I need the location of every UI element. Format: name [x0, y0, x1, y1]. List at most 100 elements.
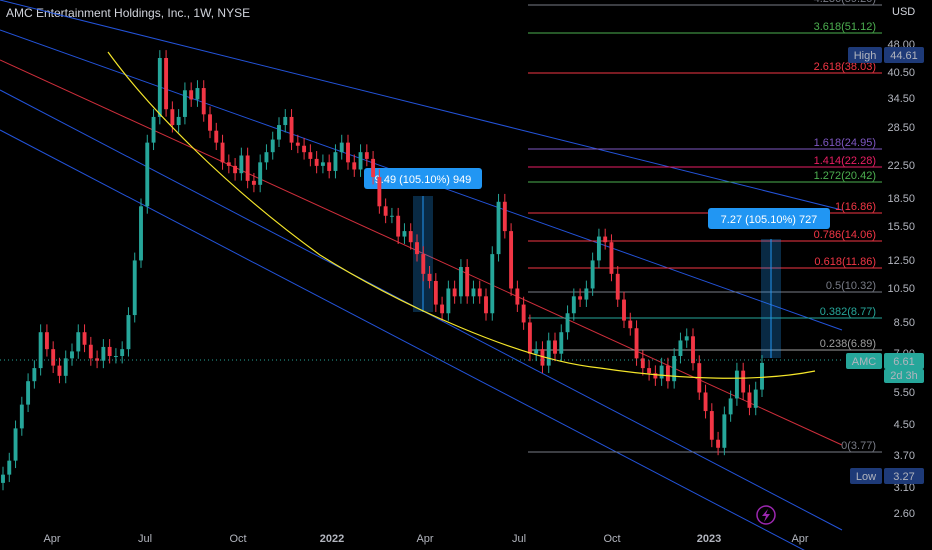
fib-label: 0.5(10.32) [826, 280, 876, 292]
candle-body [578, 296, 583, 300]
candle-body [126, 315, 131, 350]
candle-body [327, 162, 332, 171]
candle [402, 223, 407, 244]
last-tag-countdown: 2d 3h [890, 370, 918, 382]
candle-body [678, 340, 683, 357]
candle [7, 452, 12, 483]
fib-label: 3.618(51.12) [814, 21, 876, 33]
candle-body [402, 231, 407, 237]
candle [458, 259, 463, 304]
high-tag-label: High [854, 50, 877, 62]
price-tick-label: 5.50 [894, 387, 915, 399]
candle-body [665, 365, 670, 382]
candle [333, 144, 338, 179]
candle [346, 134, 350, 170]
candle [51, 341, 56, 374]
candle [126, 307, 131, 357]
candle-body [51, 349, 56, 366]
candle-body [214, 130, 219, 143]
price-axis[interactable]: 48.0040.5034.5028.5022.5018.5015.5012.50… [887, 39, 915, 520]
candle [258, 154, 263, 193]
fib-label: 0.786(14.06) [814, 229, 876, 241]
fib-label: 2.618(38.03) [814, 61, 876, 73]
candle-body [1, 474, 5, 483]
candle-body [371, 158, 376, 177]
candle-body [170, 109, 175, 126]
candle-body [515, 288, 520, 305]
candle-body [302, 145, 307, 153]
candle [622, 291, 626, 328]
fib-label: 4.236(59.20) [814, 0, 876, 5]
candle-body [95, 358, 100, 361]
lightning-icon[interactable] [756, 505, 776, 525]
candle [665, 357, 670, 389]
time-tick-label: Apr [416, 533, 433, 545]
candle-body [565, 313, 570, 333]
candle [220, 134, 225, 170]
candle [734, 362, 739, 406]
candle-body [157, 57, 162, 117]
candle [628, 312, 633, 336]
candle [465, 259, 470, 304]
candle [289, 109, 294, 151]
candle-body [358, 152, 363, 170]
time-axis[interactable]: Apr Jul Oct 2022 Apr Jul Oct 2023 Apr [43, 533, 808, 545]
candle [515, 280, 520, 312]
candle [88, 336, 93, 366]
candle-body [760, 362, 764, 390]
candle [371, 151, 376, 185]
candle-body [465, 266, 470, 297]
candle-body [747, 392, 752, 408]
last-tag-value-box [884, 353, 924, 369]
candle-body [471, 288, 476, 297]
candle [308, 144, 313, 167]
low-tag-value-box [884, 468, 924, 484]
candle [452, 280, 457, 304]
candle [484, 288, 488, 321]
candle-body [622, 299, 626, 321]
candle [302, 137, 307, 160]
candle-body [270, 139, 275, 153]
candle [471, 280, 476, 304]
candle [32, 360, 37, 389]
candle [233, 158, 238, 181]
candle-body [226, 162, 231, 166]
candle [603, 228, 608, 250]
candle-body [377, 176, 382, 207]
price-tags: High 44.61 Low 3.27 AMC 6.61 2d 3h [846, 47, 924, 484]
candle [264, 144, 269, 170]
candle [396, 207, 401, 244]
candle [728, 390, 733, 422]
candle-body [113, 356, 118, 358]
candle-body [540, 349, 545, 366]
candle-body [421, 254, 426, 274]
candle [139, 198, 143, 268]
candle-body [647, 368, 652, 374]
candle-body [427, 273, 432, 281]
candle-body [741, 370, 746, 393]
candle [389, 207, 394, 224]
price-tick-label: 34.50 [887, 93, 915, 105]
regression-channel [0, 0, 843, 550]
low-tag-label-box [850, 468, 882, 484]
candle [496, 193, 501, 262]
candle [527, 314, 532, 362]
candle-body [220, 142, 225, 163]
candle [709, 403, 714, 448]
candle-body [145, 142, 150, 207]
candle-body [559, 332, 564, 354]
curve-line [107, 51, 816, 379]
candle [584, 280, 589, 307]
candle [176, 109, 181, 133]
candle-body [7, 460, 12, 475]
price-tick-label: 8.50 [894, 317, 915, 329]
candle [82, 324, 87, 353]
candle [383, 198, 388, 224]
fib-label: 0(3.77) [841, 440, 876, 452]
time-tick-label: Apr [791, 533, 808, 545]
price-tick-label: 3.10 [894, 482, 915, 494]
candle [722, 406, 727, 456]
candle-body [38, 332, 43, 369]
candle [76, 324, 81, 359]
